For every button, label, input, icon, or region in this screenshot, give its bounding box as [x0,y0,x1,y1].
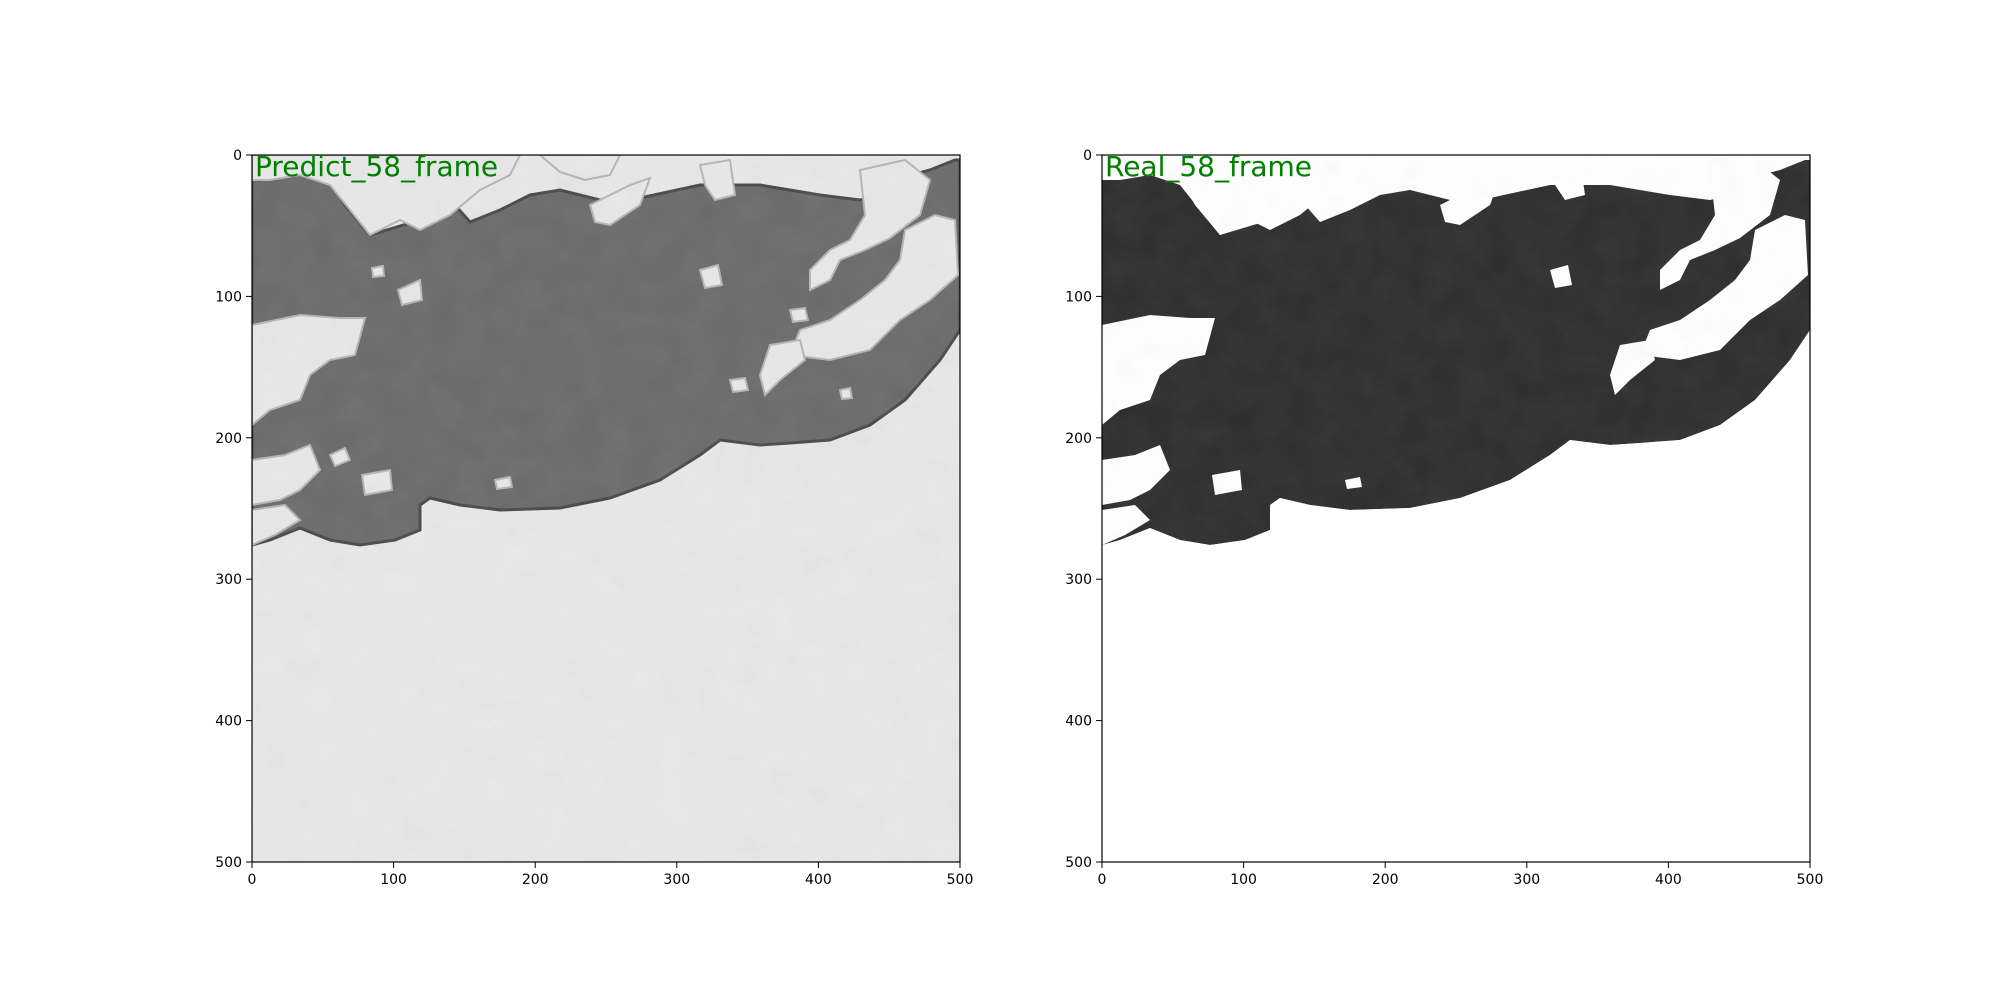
predict-xtick-label: 300 [663,872,690,888]
predict-xtick-label: 500 [947,872,974,888]
predict-ytick-label: 200 [215,431,242,447]
real-xtick-label: 500 [1797,872,1824,888]
real-image-panel: Real_58_frame 0 100 200 300 400 500 [1065,148,1823,888]
real-frame-label: Real_58_frame [1105,150,1312,183]
predict-ytick-label: 400 [215,714,242,730]
real-xtick-label: 100 [1230,872,1257,888]
predict-xtick-label: 0 [248,872,257,888]
predict-image-panel: Predict_58_frame 0 100 200 300 400 500 [215,148,973,888]
real-ytick-label: 300 [1065,572,1092,588]
real-xtick-label: 200 [1372,872,1399,888]
predict-ytick-label: 100 [215,289,242,305]
predict-ytick-label: 0 [233,148,242,164]
predict-texture [252,155,960,862]
real-ytick-label: 100 [1065,289,1092,305]
real-x-axis: 0 100 200 300 400 500 [1098,862,1824,888]
real-xtick-label: 400 [1655,872,1682,888]
real-xtick-label: 300 [1513,872,1540,888]
real-ytick-label: 400 [1065,714,1092,730]
predict-axes-frame [251,154,961,863]
real-xtick-label: 0 [1098,872,1107,888]
real-ytick-label: 0 [1083,148,1092,164]
predict-frame-label: Predict_58_frame [255,150,498,183]
predict-y-axis: 0 100 200 300 400 500 [215,148,252,871]
predict-xtick-label: 200 [522,872,549,888]
real-y-axis: 0 100 200 300 400 500 [1065,148,1102,871]
predict-xtick-label: 400 [805,872,832,888]
predict-ytick-label: 500 [215,855,242,871]
real-lower-background [1102,330,1810,862]
predict-ytick-label: 300 [215,572,242,588]
real-ytick-label: 200 [1065,431,1092,447]
real-axes-frame [1101,154,1811,863]
predict-x-axis: 0 100 200 300 400 500 [248,862,974,888]
predict-xtick-label: 100 [380,872,407,888]
real-ytick-label: 500 [1065,855,1092,871]
